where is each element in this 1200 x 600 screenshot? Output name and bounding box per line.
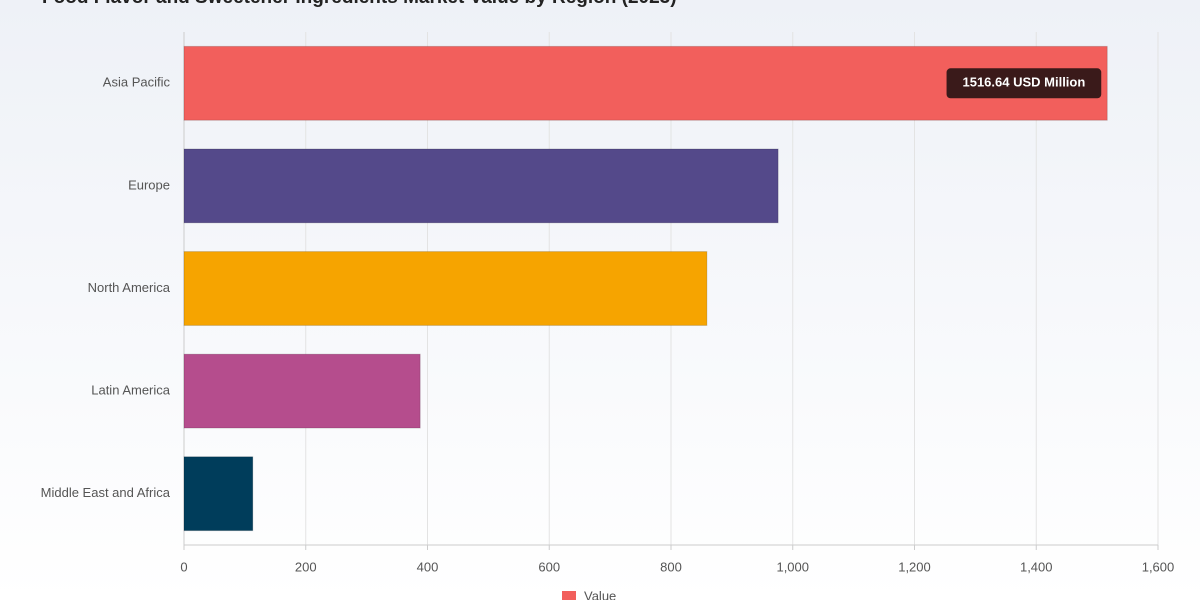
y-tick-label: Latin America [91, 383, 171, 398]
y-tick-label: Europe [128, 177, 170, 192]
x-tick-label: 1,400 [1020, 559, 1053, 574]
tooltip-box [946, 68, 1102, 99]
x-tick-label: 400 [417, 559, 439, 574]
x-tick-label: 1,600 [1142, 559, 1175, 574]
legend-swatch [562, 591, 576, 600]
y-tick-label: North America [88, 280, 171, 295]
bar [183, 251, 708, 326]
y-tick-label: Asia Pacific [103, 75, 171, 90]
x-tick-label: 1,000 [776, 559, 809, 574]
x-tick-label: 0 [180, 559, 187, 574]
x-tick-label: 600 [538, 559, 560, 574]
x-tick-label: 800 [660, 559, 682, 574]
y-tick-label: Middle East and Africa [41, 485, 171, 500]
data-label: 1516.64 USD Million [962, 75, 1085, 90]
bar [183, 148, 779, 224]
bar [183, 353, 421, 429]
bar [183, 456, 254, 532]
x-tick-label: 200 [295, 559, 317, 574]
x-tick-label: 1,200 [898, 559, 931, 574]
chart-title: Food Flavor and Sweetener Ingredients Ma… [42, 0, 677, 8]
legend-label: Value [584, 588, 616, 600]
